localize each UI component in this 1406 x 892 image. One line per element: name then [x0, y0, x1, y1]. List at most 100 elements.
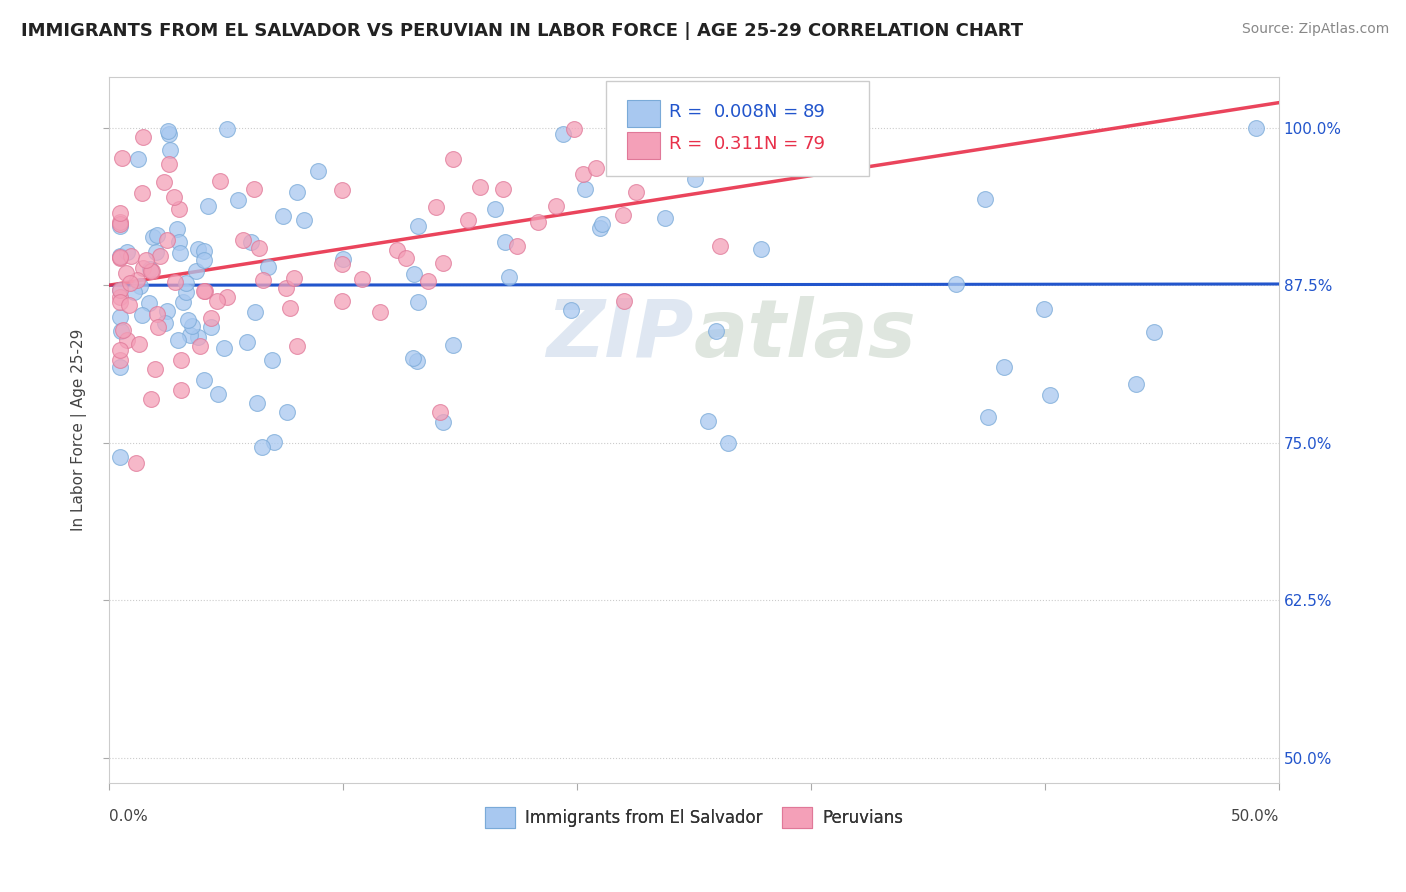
Point — [240, 235, 263, 250]
Point — [112, 323, 135, 337]
Point — [143, 362, 166, 376]
Point — [717, 436, 740, 450]
Point — [292, 213, 315, 227]
Point — [585, 161, 607, 175]
Point — [562, 122, 585, 136]
Point — [146, 319, 169, 334]
Point — [139, 262, 162, 277]
Point — [110, 251, 132, 265]
Point — [149, 249, 172, 263]
Point — [1125, 377, 1147, 392]
Point — [696, 414, 718, 428]
Point — [589, 220, 612, 235]
Point — [132, 130, 155, 145]
Point — [418, 274, 440, 288]
Point — [110, 450, 132, 465]
FancyBboxPatch shape — [627, 132, 659, 159]
Point — [977, 410, 1000, 425]
Point — [425, 200, 447, 214]
Point — [709, 239, 731, 253]
Point — [246, 396, 269, 410]
Point — [125, 456, 148, 470]
Point — [243, 304, 266, 318]
Point — [169, 246, 191, 260]
Point — [110, 359, 132, 374]
Point — [179, 328, 201, 343]
Point — [330, 257, 353, 271]
Point — [441, 337, 464, 351]
Point — [132, 261, 155, 276]
Point — [256, 260, 278, 274]
Point — [332, 252, 354, 266]
Point — [110, 290, 132, 304]
Point — [115, 266, 138, 280]
Point — [243, 182, 266, 196]
Point — [165, 275, 187, 289]
Point — [200, 310, 222, 325]
Point — [945, 277, 967, 291]
Point — [1033, 302, 1056, 317]
Point — [135, 252, 157, 267]
Point — [214, 341, 236, 355]
Point — [141, 230, 163, 244]
Point — [118, 298, 141, 312]
Point — [115, 333, 138, 347]
Text: 50.0%: 50.0% — [1230, 810, 1279, 824]
Point — [283, 271, 305, 285]
Point — [402, 267, 425, 281]
Text: ZIP: ZIP — [547, 296, 693, 374]
Point — [285, 339, 308, 353]
Point — [110, 219, 132, 234]
Text: R =: R = — [669, 103, 709, 121]
Point — [574, 182, 596, 196]
Point — [146, 307, 169, 321]
Point — [571, 167, 593, 181]
Point — [128, 336, 150, 351]
Point — [110, 353, 132, 368]
Point — [177, 312, 200, 326]
Point — [394, 252, 416, 266]
Point — [131, 186, 153, 201]
Point — [120, 248, 142, 262]
Point — [484, 202, 506, 216]
Point — [441, 152, 464, 166]
Point — [232, 233, 254, 247]
Point — [110, 217, 132, 231]
Point — [974, 192, 997, 206]
Point — [157, 127, 180, 141]
Point — [226, 193, 249, 207]
Y-axis label: In Labor Force | Age 25-29: In Labor Force | Age 25-29 — [72, 329, 87, 532]
Point — [124, 285, 146, 299]
Point — [526, 215, 548, 229]
Point — [157, 124, 180, 138]
Point — [498, 270, 520, 285]
Point — [1244, 120, 1267, 135]
Point — [128, 279, 150, 293]
Point — [193, 373, 215, 387]
Point — [280, 301, 302, 315]
Point — [162, 190, 184, 204]
Point — [169, 202, 191, 217]
Point — [110, 250, 132, 264]
Point — [127, 153, 149, 167]
Point — [235, 335, 257, 350]
Point — [406, 219, 429, 233]
Point — [370, 304, 392, 318]
Point — [166, 222, 188, 236]
Text: 0.0%: 0.0% — [108, 810, 148, 824]
Point — [544, 199, 567, 213]
Point — [492, 182, 515, 196]
Point — [704, 324, 727, 338]
Point — [613, 294, 636, 309]
Point — [1039, 388, 1062, 402]
Point — [200, 319, 222, 334]
Point — [429, 405, 451, 419]
Point — [174, 285, 197, 299]
Point — [285, 185, 308, 199]
Point — [145, 245, 167, 260]
Point — [172, 295, 194, 310]
Point — [157, 157, 180, 171]
Point — [181, 318, 204, 333]
Text: R =: R = — [669, 135, 709, 153]
Point — [110, 214, 132, 228]
